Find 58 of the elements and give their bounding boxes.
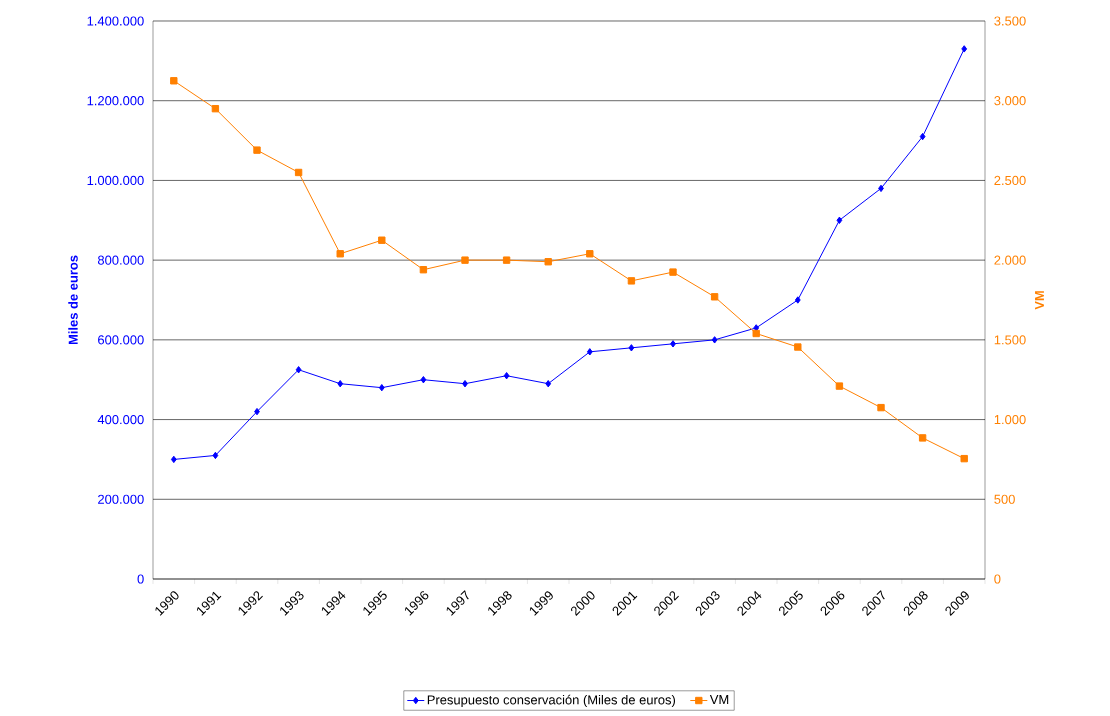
point bbox=[170, 455, 177, 464]
point bbox=[170, 77, 178, 85]
point bbox=[877, 403, 885, 412]
y2-tick-label: 3.500 bbox=[994, 16, 1026, 26]
y2-tick-label: 2.000 bbox=[994, 255, 1026, 265]
point bbox=[586, 348, 593, 356]
y-tick-label: 800.000 bbox=[97, 255, 144, 265]
point bbox=[336, 250, 344, 258]
point bbox=[461, 256, 469, 264]
point bbox=[378, 236, 386, 244]
point bbox=[253, 146, 261, 154]
point bbox=[753, 324, 760, 332]
point bbox=[544, 258, 552, 266]
point bbox=[670, 340, 676, 348]
point bbox=[961, 45, 968, 53]
y-tick-label: 400.000 bbox=[97, 414, 144, 425]
y2-tick-label: 500 bbox=[994, 494, 1015, 504]
y-tick-label: 0 bbox=[137, 574, 144, 584]
point bbox=[794, 296, 801, 304]
point bbox=[919, 132, 926, 141]
point bbox=[378, 384, 385, 392]
point bbox=[502, 256, 511, 264]
legend-label: Presupuesto conservación (Miles de euros) bbox=[427, 694, 676, 708]
point bbox=[212, 451, 219, 460]
point bbox=[669, 268, 677, 276]
point bbox=[337, 380, 344, 388]
point bbox=[836, 216, 843, 224]
point bbox=[545, 380, 552, 388]
point bbox=[294, 168, 303, 177]
point bbox=[710, 293, 719, 301]
y-tick-label: 600.000 bbox=[98, 335, 144, 345]
y2-tick-label: 1.000 bbox=[994, 414, 1026, 425]
y2-tick-label: 1.500 bbox=[994, 335, 1026, 345]
point bbox=[462, 380, 468, 388]
y2-axis-title: VM bbox=[1035, 291, 1044, 310]
point bbox=[295, 366, 302, 374]
point bbox=[420, 376, 427, 384]
point bbox=[419, 266, 428, 274]
y-tick-label: 200.000 bbox=[98, 494, 144, 504]
point bbox=[794, 343, 802, 351]
point bbox=[627, 277, 636, 285]
y2-tick-label: 2.500 bbox=[994, 175, 1026, 186]
point bbox=[960, 454, 968, 463]
point bbox=[918, 434, 927, 442]
y-tick-label: 1.200.000 bbox=[87, 96, 144, 106]
y2-tick-label: 3.000 bbox=[994, 96, 1026, 106]
y-tick-label: 1.400.000 bbox=[87, 16, 144, 26]
point bbox=[503, 372, 510, 380]
point bbox=[211, 105, 220, 113]
point bbox=[628, 344, 635, 352]
y-tick-label: 1.000.000 bbox=[87, 175, 144, 186]
point bbox=[711, 336, 718, 344]
point bbox=[752, 329, 760, 338]
legend-label: VM bbox=[709, 695, 729, 705]
y2-tick-label: 0 bbox=[994, 574, 1001, 584]
point bbox=[586, 250, 594, 258]
y-axis-title: Miles de euros bbox=[68, 255, 78, 345]
point bbox=[835, 382, 844, 390]
